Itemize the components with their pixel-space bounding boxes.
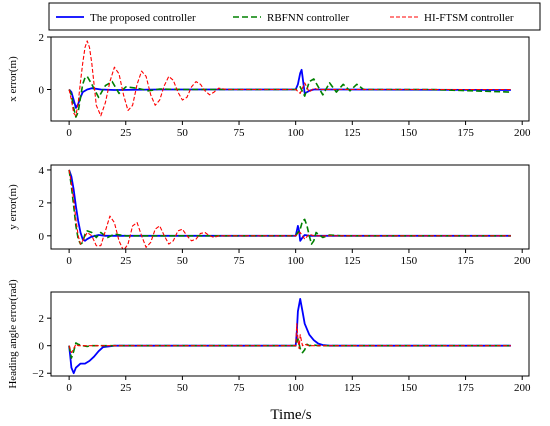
y-tick-label-2-1: 0 bbox=[39, 341, 45, 353]
x-tick-label-2-2: 50 bbox=[177, 382, 189, 394]
x-tick-label-0-4: 100 bbox=[287, 127, 304, 139]
x-tick-label-1-3: 75 bbox=[234, 255, 246, 267]
x-tick-label-2-4: 100 bbox=[287, 382, 304, 394]
series-line-1-0 bbox=[68, 169, 511, 242]
axes-frame-0 bbox=[50, 36, 530, 122]
x-tick-label-2-6: 150 bbox=[401, 382, 418, 394]
y-tick-label-1-1: 2 bbox=[39, 198, 45, 210]
y-tick-label-2-2: 2 bbox=[39, 313, 45, 325]
series-line-0-1 bbox=[68, 75, 511, 118]
axes-frame-1 bbox=[50, 164, 530, 250]
legend: The proposed controller RBFNN controller H… bbox=[48, 2, 541, 31]
x-tick-label-2-5: 125 bbox=[344, 382, 361, 394]
x-tick-label-2-8: 200 bbox=[514, 382, 531, 394]
x-tick-label-0-0: 0 bbox=[66, 127, 72, 139]
y-tick-label-1-0: 0 bbox=[39, 231, 45, 243]
x-tick-label-2-1: 25 bbox=[120, 382, 132, 394]
x-tick-label-1-7: 175 bbox=[457, 255, 474, 267]
y-axis-label-1: y error(m) bbox=[7, 184, 19, 230]
x-tick-label-1-8: 200 bbox=[514, 255, 531, 267]
legend-label-1: RBFNN controller bbox=[267, 12, 350, 24]
series-line-0-0 bbox=[68, 68, 511, 109]
x-tick-label-2-7: 175 bbox=[457, 382, 474, 394]
x-tick-label-1-0: 0 bbox=[66, 255, 72, 267]
series-group-2 bbox=[68, 298, 511, 375]
x-tick-label-2-3: 75 bbox=[234, 382, 246, 394]
axes-frame-2 bbox=[50, 291, 530, 377]
series-group-1 bbox=[68, 169, 511, 249]
x-tick-label-0-8: 200 bbox=[514, 127, 531, 139]
x-tick-label-0-6: 150 bbox=[401, 127, 418, 139]
series-line-2-2 bbox=[68, 323, 511, 354]
x-tick-label-1-2: 50 bbox=[177, 255, 189, 267]
series-line-1-1 bbox=[68, 169, 511, 245]
x-tick-label-2-0: 0 bbox=[66, 382, 72, 394]
series-line-1-2 bbox=[68, 169, 511, 249]
x-tick-label-0-7: 175 bbox=[457, 127, 474, 139]
legend-label-0: The proposed controller bbox=[90, 12, 196, 24]
series-line-2-0 bbox=[68, 298, 511, 375]
x-tick-label-1-4: 100 bbox=[287, 255, 304, 267]
y-axis-label-2: Heading angle error(rad) bbox=[7, 279, 19, 389]
x-tick-label-0-5: 125 bbox=[344, 127, 361, 139]
legend-frame bbox=[48, 2, 541, 31]
x-tick-label-1-5: 125 bbox=[344, 255, 361, 267]
x-axis-label: Time/s bbox=[270, 407, 311, 423]
series-line-2-1 bbox=[68, 338, 511, 359]
subplot-2: 0 25 50 75 100 125 150 175 200 −2 0 2 Heading angle … bbox=[7, 279, 531, 394]
y-axis-label-0: x error(m) bbox=[7, 56, 19, 102]
x-tick-label-0-1: 25 bbox=[120, 127, 132, 139]
y-tick-label-1-2: 4 bbox=[39, 165, 45, 177]
y-tick-label-0-1: 0 bbox=[39, 85, 45, 97]
x-tick-label-0-2: 50 bbox=[177, 127, 189, 139]
subplot-1: 0 25 50 75 100 125 150 175 200 0 2 4 y error(m) bbox=[7, 164, 531, 267]
subplot-0: 0 25 50 75 100 125 150 175 200 0 2 x error(m) bbox=[7, 32, 531, 139]
y-tick-label-0-2: 2 bbox=[39, 32, 45, 44]
series-group-0 bbox=[68, 40, 511, 118]
x-tick-label-1-6: 150 bbox=[401, 255, 418, 267]
series-line-0-2 bbox=[68, 40, 511, 117]
x-tick-label-0-3: 75 bbox=[234, 127, 246, 139]
x-tick-label-1-1: 25 bbox=[120, 255, 132, 267]
legend-label-2: HI-FTSM controller bbox=[424, 12, 514, 24]
y-tick-label-2-0: −2 bbox=[32, 368, 44, 380]
